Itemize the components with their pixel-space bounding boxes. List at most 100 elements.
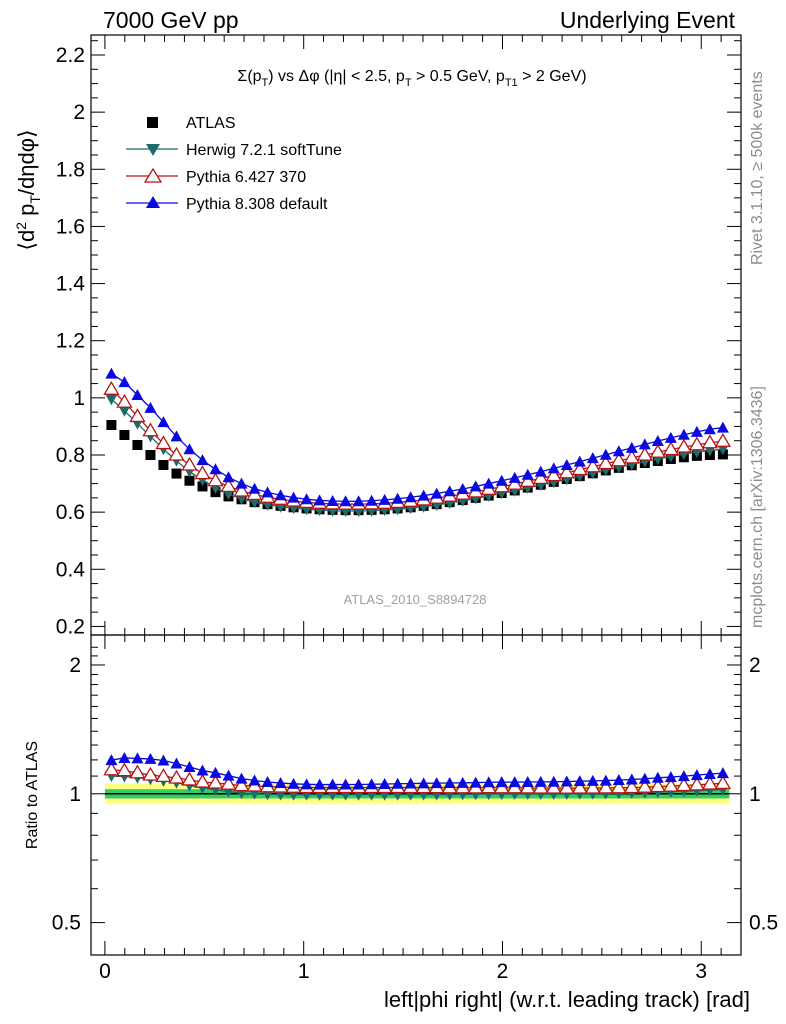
data-point-pythia8 bbox=[612, 445, 625, 457]
ratio-plot-frame bbox=[90, 634, 742, 956]
ratio-y-tick-label: 0.5 bbox=[52, 912, 81, 935]
data-point-pythia8 bbox=[508, 471, 521, 483]
ratio-point-pythia8 bbox=[326, 778, 339, 790]
data-point-pythia8 bbox=[521, 468, 534, 480]
ratio-point-pythia8 bbox=[625, 773, 638, 785]
ratio-point-pythia6 bbox=[155, 768, 172, 783]
y-tick-label: 0.6 bbox=[56, 501, 85, 524]
ratio-point-pythia8 bbox=[235, 772, 248, 784]
ratio-point-pythia8 bbox=[170, 757, 183, 769]
data-point-pythia8 bbox=[209, 463, 222, 475]
ratio-point-pythia8 bbox=[313, 778, 326, 790]
data-point-pythia8 bbox=[677, 428, 690, 440]
data-point-pythia8 bbox=[456, 483, 469, 494]
ratio-point-pythia6 bbox=[688, 776, 706, 791]
ratio-point-pythia8 bbox=[586, 774, 599, 786]
data-point-pythia8 bbox=[365, 494, 378, 506]
data-point-pythia8 bbox=[547, 462, 560, 474]
ratio-panel: 0.5 0.5 1 1 2 2 0 1 2 3 bbox=[52, 634, 778, 983]
data-point-atlas bbox=[119, 430, 130, 440]
ratio-point-pythia8 bbox=[417, 777, 430, 789]
data-point-pythia6 bbox=[610, 452, 627, 467]
ratio-y-tick-label-right: 2 bbox=[749, 654, 761, 677]
legend-item-pythia6: Pythia 6.427 370 bbox=[126, 167, 306, 186]
y-tick-label: 1.4 bbox=[56, 273, 86, 296]
data-point-pythia8 bbox=[443, 485, 456, 497]
data-point-pythia6 bbox=[571, 461, 588, 476]
data-point-pythia6 bbox=[155, 435, 172, 450]
analysis-id: ATLAS_2010_S8894728 bbox=[344, 592, 487, 607]
data-point-pythia6 bbox=[714, 432, 732, 447]
data-point-pythia8 bbox=[586, 452, 599, 464]
ratio-point-pythia8 bbox=[157, 754, 170, 766]
y-tick-label: 1.8 bbox=[56, 158, 85, 181]
ratio-point-pythia6 bbox=[181, 771, 198, 786]
x-tick-label: 3 bbox=[695, 960, 707, 983]
ratio-point-pythia6 bbox=[649, 778, 666, 793]
ratio-point-pythia6 bbox=[116, 762, 133, 777]
ratio-point-pythia6 bbox=[714, 775, 732, 790]
data-point-pythia8 bbox=[131, 389, 144, 400]
ratio-point-pythia6 bbox=[532, 779, 549, 794]
data-point-pythia6 bbox=[519, 472, 536, 487]
data-point-pythia8 bbox=[638, 438, 651, 450]
data-point-pythia6 bbox=[701, 434, 719, 449]
data-point-pythia6 bbox=[688, 436, 706, 451]
ratio-point-pythia8 bbox=[482, 776, 495, 788]
data-point-pythia6 bbox=[532, 470, 549, 485]
ratio-point-pythia8 bbox=[521, 775, 534, 787]
ratio-point-pythia6 bbox=[636, 778, 653, 793]
header-left: 7000 GeV pp bbox=[103, 7, 239, 33]
data-point-pythia6 bbox=[506, 475, 523, 490]
data-point-pythia8 bbox=[573, 455, 586, 467]
data-point-pythia6 bbox=[675, 438, 692, 453]
data-point-herwig bbox=[105, 394, 118, 406]
main-data-marks bbox=[103, 367, 732, 517]
data-point-pythia8 bbox=[326, 495, 339, 506]
data-point-atlas bbox=[158, 460, 169, 470]
data-point-pythia8 bbox=[391, 492, 404, 504]
ratio-point-pythia8 bbox=[196, 764, 209, 776]
data-point-pythia8 bbox=[690, 425, 703, 437]
data-point-pythia8 bbox=[469, 480, 482, 492]
data-point-pythia8 bbox=[560, 459, 573, 470]
ratio-point-pythia8 bbox=[469, 776, 482, 788]
data-point-pythia8 bbox=[378, 493, 391, 505]
ratio-point-pythia6 bbox=[168, 769, 185, 784]
data-point-pythia8 bbox=[313, 494, 326, 506]
y-tick-label: 0.8 bbox=[56, 444, 85, 467]
data-point-pythia8 bbox=[144, 401, 157, 413]
data-point-pythia8 bbox=[261, 486, 274, 498]
ratio-point-pythia6 bbox=[610, 779, 627, 794]
ratio-point-pythia8 bbox=[300, 778, 313, 790]
data-point-pythia6 bbox=[142, 422, 159, 437]
data-point-pythia8 bbox=[235, 477, 248, 489]
data-point-pythia8 bbox=[287, 491, 300, 503]
data-point-pythia8 bbox=[430, 487, 443, 499]
y-tick-label: 2.2 bbox=[56, 44, 85, 67]
data-point-pythia8 bbox=[300, 493, 313, 505]
data-point-pythia6 bbox=[181, 456, 198, 471]
y-tick-label: 1.6 bbox=[56, 215, 85, 238]
legend-label-pythia6: Pythia 6.427 370 bbox=[186, 169, 306, 186]
data-point-pythia8 bbox=[417, 489, 430, 501]
data-point-herwig bbox=[716, 444, 729, 456]
ratio-point-pythia8 bbox=[573, 775, 586, 787]
ratio-point-pythia8 bbox=[105, 754, 118, 766]
y-tick-label: 2 bbox=[73, 101, 85, 124]
x-tick-label: 1 bbox=[298, 960, 310, 983]
data-point-pythia8 bbox=[703, 423, 716, 435]
ratio-point-pythia8 bbox=[612, 774, 625, 786]
ratio-point-pythia8 bbox=[690, 769, 703, 781]
data-point-pythia6 bbox=[168, 446, 185, 461]
data-point-pythia8 bbox=[118, 376, 131, 388]
legend-label-herwig: Herwig 7.2.1 softTune bbox=[186, 142, 342, 159]
legend-marker-herwig bbox=[146, 144, 160, 156]
data-point-pythia8 bbox=[170, 430, 183, 442]
ratio-point-pythia6 bbox=[194, 773, 211, 788]
data-point-pythia6 bbox=[545, 467, 562, 482]
legend-marker-pythia8 bbox=[146, 196, 160, 208]
ratio-y-axis-label: Ratio to ATLAS bbox=[24, 741, 41, 849]
data-point-pythia8 bbox=[105, 367, 118, 379]
